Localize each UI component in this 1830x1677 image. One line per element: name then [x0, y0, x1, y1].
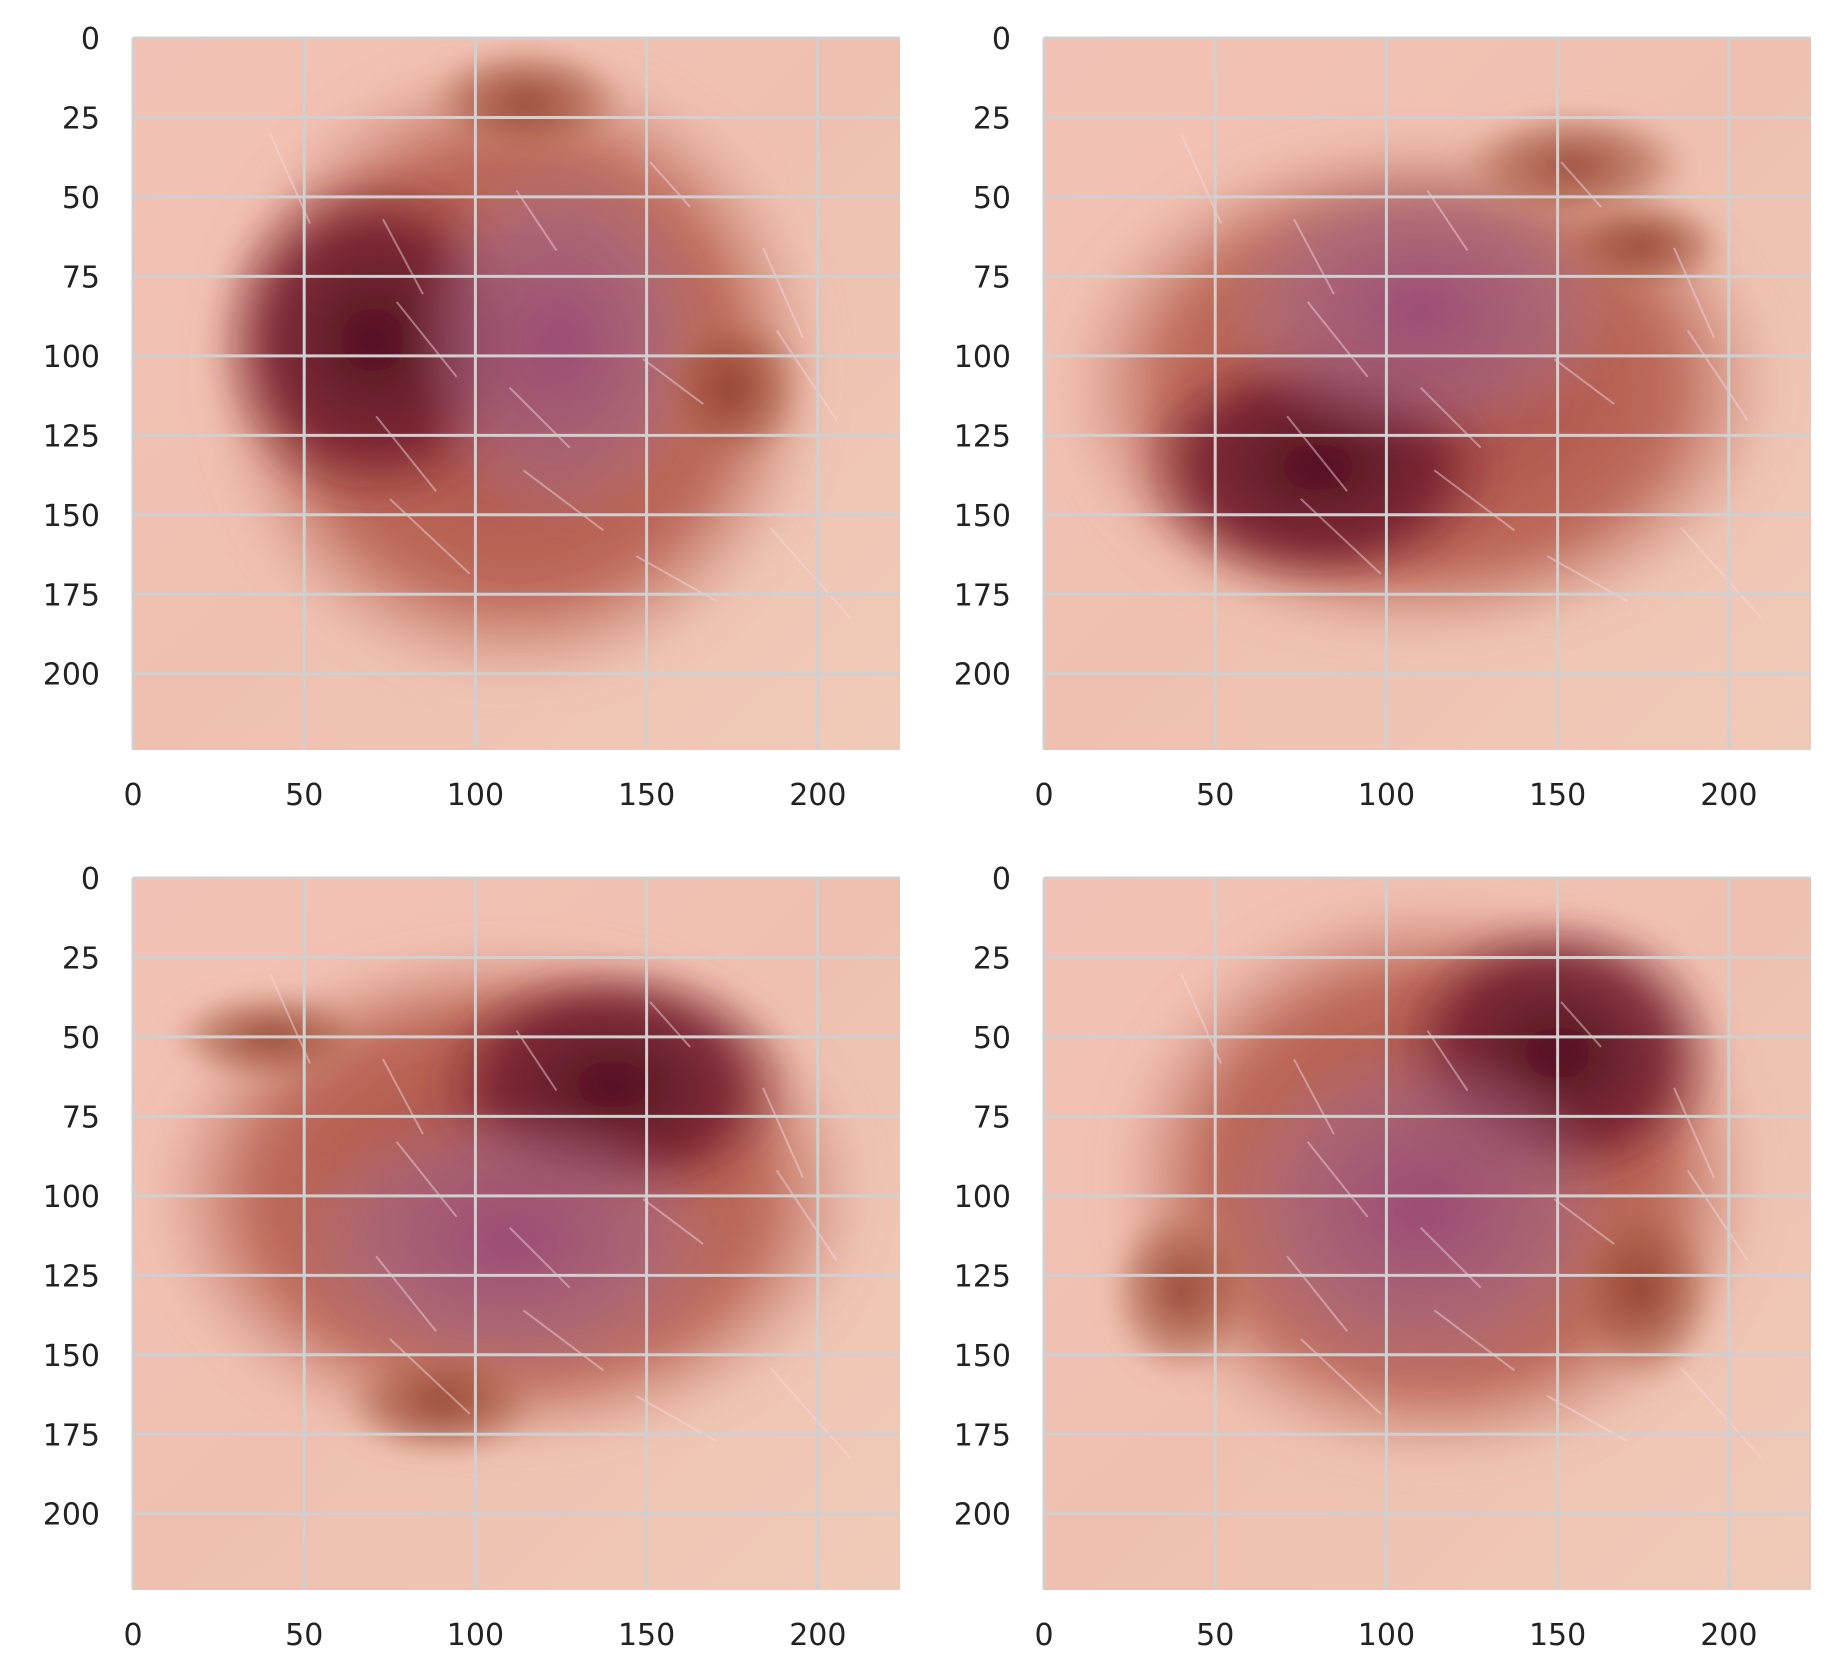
y-tick-label: 50 — [973, 181, 1011, 216]
y-tick-label: 25 — [973, 941, 1011, 976]
y-tick-label: 125 — [954, 1259, 1011, 1294]
x-tick-label: 50 — [1196, 778, 1234, 813]
y-tick-label: 50 — [62, 181, 100, 216]
y-tick-label: 75 — [973, 1100, 1011, 1135]
y-tick-label: 75 — [973, 260, 1011, 295]
y-tick-label: 100 — [43, 340, 100, 375]
y-tick-label: 175 — [43, 1418, 100, 1453]
x-tick-label: 200 — [789, 1618, 846, 1653]
x-tick-label: 200 — [1700, 778, 1757, 813]
x-tick-label: 50 — [1196, 1618, 1234, 1653]
y-tick-label: 50 — [62, 1021, 100, 1056]
x-tick-label: 0 — [1034, 1618, 1053, 1653]
y-tick-label: 125 — [43, 419, 100, 454]
y-tick-label: 150 — [954, 499, 1011, 534]
y-tick-label: 175 — [954, 1418, 1011, 1453]
x-tick-label: 100 — [447, 1618, 504, 1653]
y-tick-label: 125 — [43, 1259, 100, 1294]
y-tick-label: 200 — [43, 658, 100, 693]
y-tick-label: 50 — [973, 1021, 1011, 1056]
x-tick-label: 150 — [618, 778, 675, 813]
y-tick-label: 125 — [954, 419, 1011, 454]
x-tick-label: 100 — [1358, 778, 1415, 813]
x-tick-label: 150 — [1529, 778, 1586, 813]
y-tick-label: 100 — [43, 1180, 100, 1215]
y-tick-label: 0 — [992, 22, 1011, 57]
panel-top-left: 0 50 100 150 200 0 25 50 75 100 125 150 175 200 — [43, 22, 900, 813]
panel-top-right: 0 50 100 150 200 0 25 50 75 100 125 150 175 200 — [954, 22, 1811, 813]
y-tick-label: 150 — [43, 1339, 100, 1374]
y-tick-label: 150 — [43, 499, 100, 534]
x-tick-label: 50 — [285, 778, 323, 813]
y-tick-label: 75 — [62, 1100, 100, 1135]
y-tick-label: 75 — [62, 260, 100, 295]
x-tick-label: 150 — [1529, 1618, 1586, 1653]
x-tick-label: 0 — [1034, 778, 1053, 813]
y-tick-label: 25 — [62, 101, 100, 136]
x-tick-label: 100 — [1358, 1618, 1415, 1653]
panels: 0 50 100 150 200 0 25 50 75 100 125 150 175 200 0 50 100… — [43, 22, 1811, 1653]
x-tick-label: 100 — [447, 778, 504, 813]
y-tick-label: 200 — [43, 1498, 100, 1533]
panel-bottom-right: 0 50 100 150 200 0 25 50 75 100 125 150 175 200 — [954, 862, 1811, 1653]
y-tick-label: 175 — [954, 578, 1011, 613]
y-tick-label: 25 — [973, 101, 1011, 136]
y-tick-label: 0 — [81, 862, 100, 897]
x-tick-label: 0 — [123, 1618, 142, 1653]
panel-bottom-left: 0 50 100 150 200 0 25 50 75 100 125 150 175 200 — [43, 862, 900, 1653]
y-tick-label: 0 — [81, 22, 100, 57]
dermoscopic-lesion-augmentation-4-image — [1044, 878, 1811, 1590]
x-tick-label: 200 — [1700, 1618, 1757, 1653]
x-tick-label: 150 — [618, 1618, 675, 1653]
x-tick-label: 0 — [123, 778, 142, 813]
dermoscopic-lesion-augmentation-3-image — [133, 878, 900, 1590]
y-tick-label: 25 — [62, 941, 100, 976]
y-tick-label: 175 — [43, 578, 100, 613]
y-tick-label: 200 — [954, 658, 1011, 693]
y-tick-label: 100 — [954, 1180, 1011, 1215]
y-tick-label: 100 — [954, 340, 1011, 375]
y-tick-label: 150 — [954, 1339, 1011, 1374]
y-tick-label: 200 — [954, 1498, 1011, 1533]
y-tick-label: 0 — [992, 862, 1011, 897]
x-tick-label: 200 — [789, 778, 846, 813]
dermoscopic-lesion-augmentation-2-image — [1044, 38, 1811, 750]
x-tick-label: 50 — [285, 1618, 323, 1653]
dermoscopic-lesion-augmentation-1-image — [133, 38, 900, 750]
